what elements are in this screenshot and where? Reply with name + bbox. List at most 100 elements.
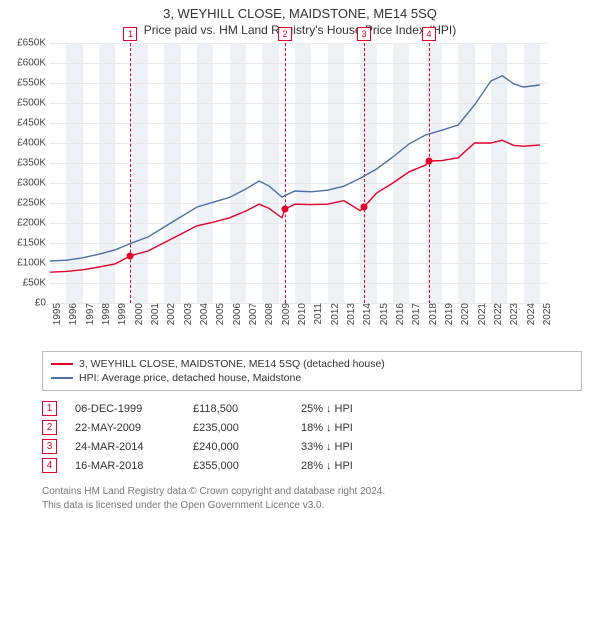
x-axis-label: 2014: [360, 303, 373, 325]
x-axis-label: 2005: [213, 303, 226, 325]
arrow-down-icon: ↓: [326, 460, 332, 472]
footer: Contains HM Land Registry data © Crown c…: [42, 485, 582, 512]
x-axis-label: 2020: [458, 303, 471, 325]
plot-area: £0£50K£100K£150K£200K£250K£300K£350K£400…: [50, 43, 548, 303]
y-axis-label: £50K: [23, 278, 50, 289]
transaction-price: £235,000: [193, 422, 283, 434]
x-axis-label: 2013: [344, 303, 357, 325]
transaction-delta-pct: 25%: [301, 403, 323, 415]
transaction-delta-suffix: HPI: [335, 441, 353, 453]
x-axis-label: 2019: [442, 303, 455, 325]
x-axis-label: 2009: [279, 303, 292, 325]
transaction-delta-pct: 33%: [301, 441, 323, 453]
y-axis-label: £450K: [17, 118, 50, 129]
transaction-delta: 28%↓ HPI: [301, 460, 353, 472]
y-axis-label: £300K: [17, 178, 50, 189]
x-axis-label: 1997: [83, 303, 96, 325]
x-axis-label: 2012: [328, 303, 341, 325]
transaction-price: £240,000: [193, 441, 283, 453]
transaction-delta-pct: 28%: [301, 460, 323, 472]
y-axis-label: £400K: [17, 138, 50, 149]
transaction-delta-suffix: HPI: [335, 460, 353, 472]
x-axis-label: 1995: [50, 303, 63, 325]
transaction-delta-suffix: HPI: [335, 422, 353, 434]
title-line-2: Price paid vs. HM Land Registry's House …: [0, 23, 600, 37]
transaction-marker: 1: [123, 27, 137, 41]
transaction-date: 16-MAR-2018: [75, 460, 175, 472]
transaction-delta-pct: 18%: [301, 422, 323, 434]
y-axis-label: £0: [35, 298, 50, 309]
x-axis-label: 2007: [246, 303, 259, 325]
y-axis-label: £150K: [17, 238, 50, 249]
transaction-dot: [360, 204, 367, 211]
transactions-table: 106-DEC-1999£118,50025%↓ HPI222-MAY-2009…: [42, 399, 582, 475]
x-axis-label: 2016: [393, 303, 406, 325]
transaction-dot: [425, 158, 432, 165]
y-axis-label: £650K: [17, 38, 50, 49]
x-axis-label: 2018: [426, 303, 439, 325]
legend-label-hpi: HPI: Average price, detached house, Maid…: [79, 372, 301, 384]
x-axis-label: 2004: [197, 303, 210, 325]
x-axis-label: 1999: [115, 303, 128, 325]
y-axis-label: £500K: [17, 98, 50, 109]
x-axis-label: 1998: [99, 303, 112, 325]
transaction-delta: 25%↓ HPI: [301, 403, 353, 415]
legend-swatch-price: [51, 363, 73, 365]
transaction-delta-suffix: HPI: [335, 403, 353, 415]
series-price-line: [50, 140, 540, 272]
x-axis-label: 2022: [491, 303, 504, 325]
x-axis-label: 2015: [377, 303, 390, 325]
transaction-price: £118,500: [193, 403, 283, 415]
footer-line-2: This data is licensed under the Open Gov…: [42, 499, 582, 513]
x-axis-label: 2024: [524, 303, 537, 325]
transaction-row: 4 16-MAR-2018 £355,000 28%↓ HPI: [42, 456, 582, 475]
title-line-1: 3, WEYHILL CLOSE, MAIDSTONE, ME14 5SQ: [0, 6, 600, 21]
y-axis-label: £100K: [17, 258, 50, 269]
transaction-dot: [281, 206, 288, 213]
y-axis-label: £350K: [17, 158, 50, 169]
arrow-down-icon: ↓: [326, 422, 332, 434]
transaction-date: 06-DEC-1999: [75, 403, 175, 415]
x-axis-label: 2008: [262, 303, 275, 325]
x-axis-label: 2010: [295, 303, 308, 325]
x-axis-label: 2025: [540, 303, 553, 325]
y-axis-label: £550K: [17, 78, 50, 89]
transaction-number-box: 2: [42, 420, 57, 435]
x-axis-label: 2002: [164, 303, 177, 325]
y-axis-label: £200K: [17, 218, 50, 229]
x-axis-label: 2021: [475, 303, 488, 325]
transaction-number-box: 3: [42, 439, 57, 454]
x-axis-label: 1996: [66, 303, 79, 325]
chart: £0 £50K £100K £150K £200K £250K £300K £350K £400…: [10, 43, 550, 343]
y-axis-label: £600K: [17, 58, 50, 69]
legend-row-price: 3, WEYHILL CLOSE, MAIDSTONE, ME14 5SQ (d…: [51, 357, 573, 371]
transaction-price: £355,000: [193, 460, 283, 472]
transaction-dot: [127, 252, 134, 259]
legend: 3, WEYHILL CLOSE, MAIDSTONE, ME14 5SQ (d…: [42, 351, 582, 391]
legend-label-price: 3, WEYHILL CLOSE, MAIDSTONE, ME14 5SQ (d…: [79, 358, 385, 370]
x-axis-label: 2001: [148, 303, 161, 325]
y-axis-label: £250K: [17, 198, 50, 209]
transaction-delta: 18%↓ HPI: [301, 422, 353, 434]
transaction-number-box: 1: [42, 401, 57, 416]
transaction-date: 24-MAR-2014: [75, 441, 175, 453]
x-axis-label: 2017: [409, 303, 422, 325]
transaction-marker: 4: [422, 27, 436, 41]
x-axis-label: 2006: [230, 303, 243, 325]
transaction-row: 3 24-MAR-2014 £240,000 33%↓ HPI: [42, 437, 582, 456]
arrow-down-icon: ↓: [326, 441, 332, 453]
transaction-number-box: 4: [42, 458, 57, 473]
x-axis-label: 2011: [311, 303, 324, 325]
transaction-marker: 3: [357, 27, 371, 41]
arrow-down-icon: ↓: [326, 403, 332, 415]
chart-lines: [50, 43, 548, 303]
legend-swatch-hpi: [51, 377, 73, 379]
x-axis-label: 2000: [132, 303, 145, 325]
x-axis-label: 2023: [507, 303, 520, 325]
transaction-row: 1 06-DEC-1999 £118,500 25%↓ HPI: [42, 399, 582, 418]
transaction-date: 22-MAY-2009: [75, 422, 175, 434]
transaction-delta: 33%↓ HPI: [301, 441, 353, 453]
series-hpi-line: [50, 76, 540, 261]
transaction-marker: 2: [278, 27, 292, 41]
footer-line-1: Contains HM Land Registry data © Crown c…: [42, 485, 582, 499]
